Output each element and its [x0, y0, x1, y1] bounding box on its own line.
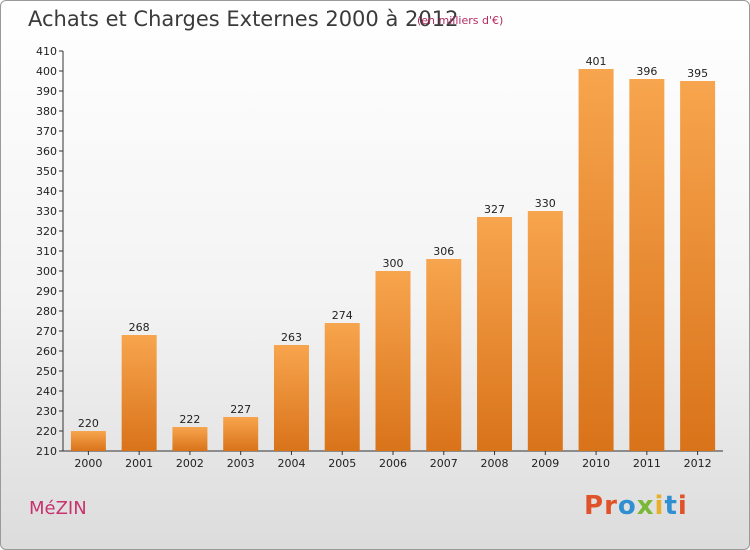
bar-2005[interactable]	[324, 323, 360, 451]
y-tick-label: 240	[36, 385, 57, 398]
y-tick-label: 310	[36, 245, 57, 258]
value-label-2003: 227	[230, 403, 251, 416]
bar-2010[interactable]	[578, 69, 614, 451]
y-tick-label: 300	[36, 265, 57, 278]
y-tick-label: 340	[36, 185, 57, 198]
x-tick-label-2009: 2009	[531, 457, 559, 470]
bar-2004[interactable]	[273, 345, 309, 451]
y-tick-label: 390	[36, 85, 57, 98]
logo-letter: i	[677, 491, 688, 521]
bar-2011[interactable]	[629, 79, 665, 451]
logo-letter: P	[584, 491, 605, 521]
x-tick-label-2007: 2007	[430, 457, 458, 470]
value-label-2006: 300	[383, 257, 404, 270]
logo-letter: o	[617, 491, 637, 521]
bar-2012[interactable]	[680, 81, 716, 451]
y-tick-label: 280	[36, 305, 57, 318]
y-tick-label: 360	[36, 145, 57, 158]
value-label-2000: 220	[78, 417, 99, 430]
value-label-2009: 330	[535, 197, 556, 210]
x-tick-label-2012: 2012	[684, 457, 712, 470]
y-tick-label: 350	[36, 165, 57, 178]
y-tick-label: 320	[36, 225, 57, 238]
y-tick-label: 400	[36, 65, 57, 78]
y-tick-label: 330	[36, 205, 57, 218]
value-label-2005: 274	[332, 309, 353, 322]
value-label-2011: 396	[636, 65, 657, 78]
value-label-2007: 306	[433, 245, 454, 258]
y-tick-label: 210	[36, 445, 57, 458]
value-label-2001: 268	[129, 321, 150, 334]
proxiti-logo[interactable]: Proxiti	[584, 491, 688, 521]
logo-letter: t	[664, 491, 678, 521]
y-tick-label: 410	[36, 45, 57, 58]
y-tick-label: 250	[36, 365, 57, 378]
value-label-2010: 401	[586, 55, 607, 68]
logo-letter: x	[636, 491, 655, 521]
logo-letter: r	[604, 491, 618, 521]
bar-2008[interactable]	[477, 217, 513, 451]
y-tick-label: 230	[36, 405, 57, 418]
x-tick-label-2003: 2003	[227, 457, 255, 470]
chart-subtitle: (en milliers d'€)	[417, 14, 504, 27]
x-tick-label-2005: 2005	[328, 457, 356, 470]
y-tick-label: 260	[36, 345, 57, 358]
bar-2000[interactable]	[70, 431, 106, 451]
bar-2006[interactable]	[375, 271, 411, 451]
value-label-2004: 263	[281, 331, 302, 344]
value-label-2002: 222	[179, 413, 200, 426]
chart-title: Achats et Charges Externes 2000 à 2012	[28, 7, 459, 31]
x-tick-label-2011: 2011	[633, 457, 661, 470]
x-tick-label-2004: 2004	[277, 457, 305, 470]
value-label-2008: 327	[484, 203, 505, 216]
x-tick-label-2010: 2010	[582, 457, 610, 470]
x-tick-label-2001: 2001	[125, 457, 153, 470]
y-tick-label: 290	[36, 285, 57, 298]
value-label-2012: 395	[687, 67, 708, 80]
logo-letter: i	[654, 491, 665, 521]
y-tick-label: 220	[36, 425, 57, 438]
bar-2009[interactable]	[527, 211, 563, 451]
y-tick-label: 270	[36, 325, 57, 338]
y-tick-label: 380	[36, 105, 57, 118]
y-tick-label: 370	[36, 125, 57, 138]
x-tick-label-2006: 2006	[379, 457, 407, 470]
commune-name: MéZIN	[29, 498, 87, 519]
bar-2003[interactable]	[223, 417, 259, 451]
bar-2002[interactable]	[172, 427, 208, 451]
x-tick-label-2002: 2002	[176, 457, 204, 470]
x-tick-label-2000: 2000	[74, 457, 102, 470]
x-tick-label-2008: 2008	[481, 457, 509, 470]
bar-2007[interactable]	[426, 259, 462, 451]
bar-2001[interactable]	[121, 335, 157, 451]
